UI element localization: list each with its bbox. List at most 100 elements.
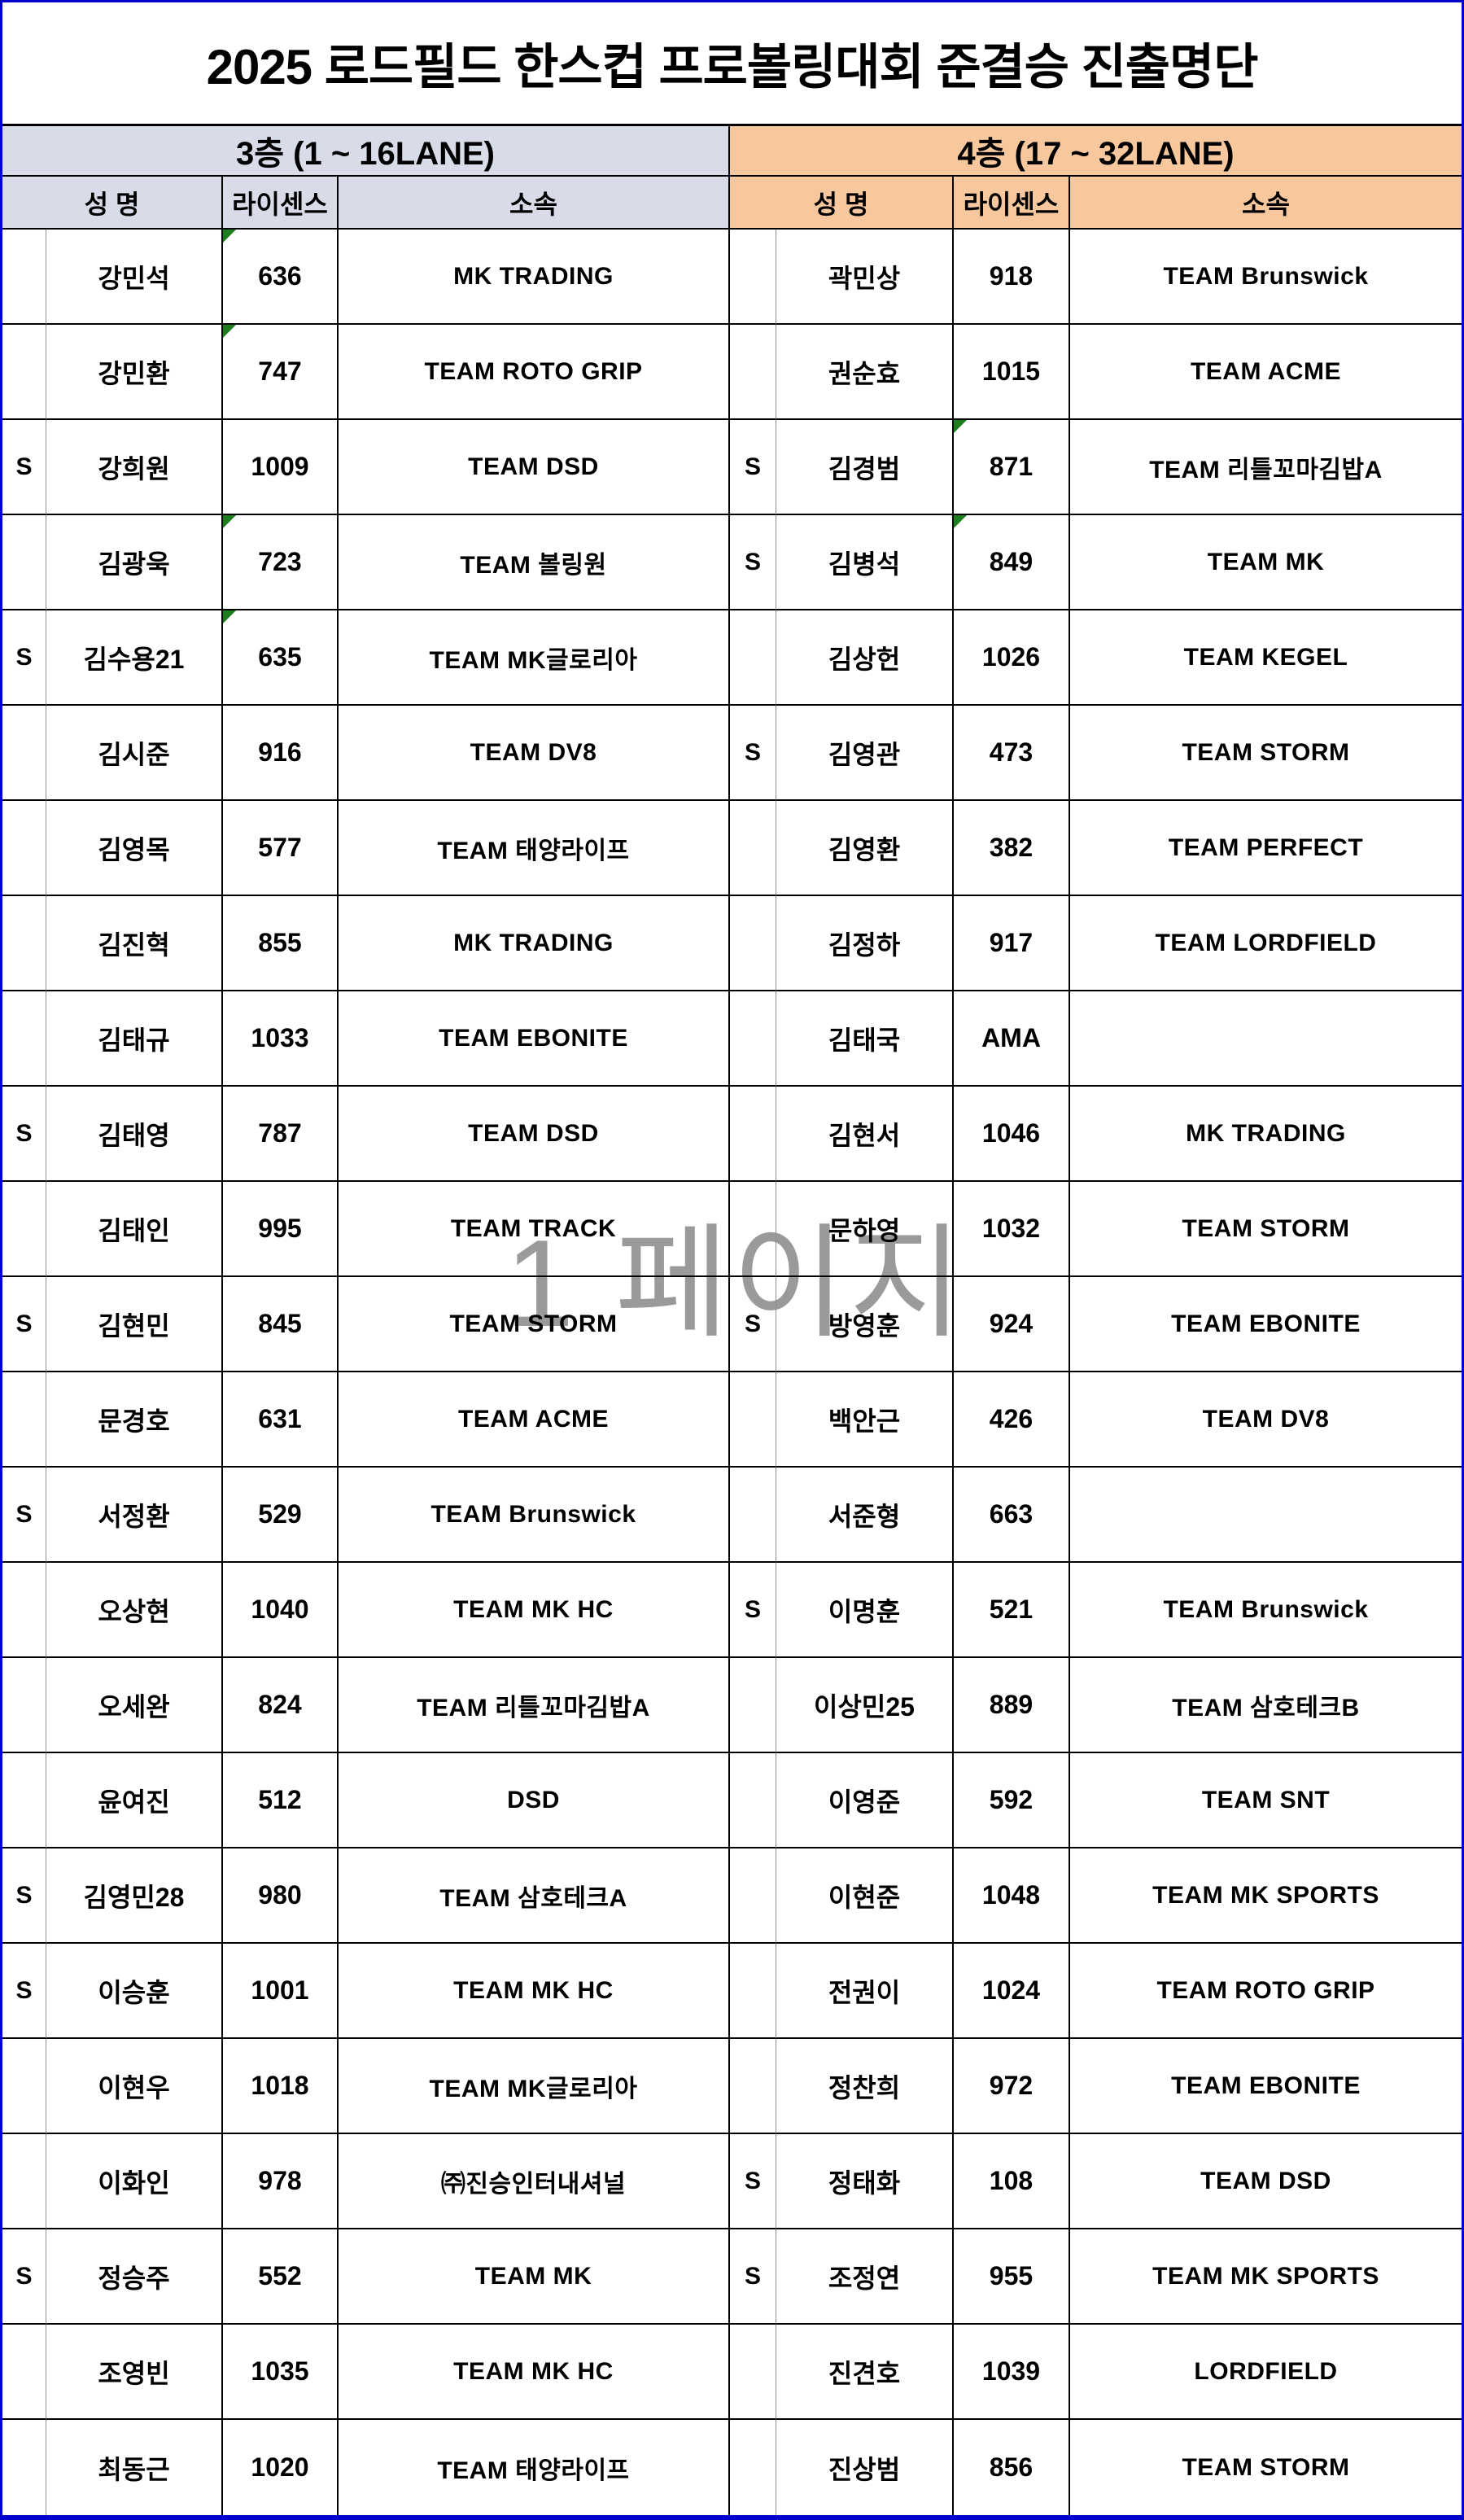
cell-license-number[interactable]: AMA [954, 991, 1070, 1087]
cell-license-number[interactable]: 978 [223, 2134, 339, 2229]
cell-license-number[interactable]: 972 [954, 2039, 1070, 2134]
cell-team[interactable]: TEAM EBONITE [339, 991, 730, 1087]
cell-team[interactable]: TEAM DSD [339, 420, 730, 515]
cell-license-number[interactable]: 1039 [954, 2325, 1070, 2420]
cell-license-number[interactable]: 918 [954, 230, 1070, 325]
cell-license-number[interactable]: 512 [223, 1753, 339, 1848]
cell-license-number[interactable]: 924 [954, 1277, 1070, 1372]
cell-license-number[interactable]: 1032 [954, 1182, 1070, 1277]
cell-player-name[interactable]: 윤여진 [46, 1753, 223, 1848]
cell-s-flag[interactable]: S [730, 420, 776, 515]
cell-player-name[interactable]: 서준형 [776, 1468, 954, 1563]
cell-team[interactable]: LORDFIELD [1070, 2325, 1462, 2420]
cell-s-flag[interactable] [2, 706, 46, 801]
cell-license-number[interactable]: 871 [954, 420, 1070, 515]
cell-team[interactable]: DSD [339, 1753, 730, 1848]
cell-player-name[interactable]: 김태규 [46, 991, 223, 1087]
cell-team[interactable]: TEAM Brunswick [339, 1468, 730, 1563]
cell-license-number[interactable]: 723 [223, 515, 339, 610]
cell-player-name[interactable]: 이승훈 [46, 1944, 223, 2039]
cell-license-number[interactable]: 845 [223, 1277, 339, 1372]
cell-license-number[interactable]: 631 [223, 1372, 339, 1468]
cell-team[interactable]: TEAM ACME [1070, 325, 1462, 420]
cell-s-flag[interactable] [730, 896, 776, 991]
cell-s-flag[interactable] [2, 896, 46, 991]
cell-s-flag[interactable]: S [730, 515, 776, 610]
column-header-license-right[interactable]: 라이센스 [954, 177, 1070, 230]
cell-s-flag[interactable]: S [2, 1944, 46, 2039]
cell-s-flag[interactable]: S [2, 420, 46, 515]
column-header-name-left[interactable]: 성 명 [2, 177, 223, 230]
cell-license-number[interactable]: 1015 [954, 325, 1070, 420]
cell-s-flag[interactable] [2, 2039, 46, 2134]
cell-team[interactable]: TEAM TRACK [339, 1182, 730, 1277]
cell-team[interactable]: TEAM MK [339, 2229, 730, 2325]
cell-s-flag[interactable] [730, 1753, 776, 1848]
cell-s-flag[interactable]: S [2, 1848, 46, 1944]
column-header-name-right[interactable]: 성 명 [730, 177, 954, 230]
cell-player-name[interactable]: 문경호 [46, 1372, 223, 1468]
cell-team[interactable]: TEAM MK HC [339, 1563, 730, 1658]
cell-team[interactable]: TEAM DSD [339, 1087, 730, 1182]
cell-team[interactable]: TEAM KEGEL [1070, 610, 1462, 706]
cell-player-name[interactable]: 김정하 [776, 896, 954, 991]
cell-team[interactable]: TEAM STORM [1182, 2453, 1350, 2481]
cell-player-name[interactable]: 이현우 [46, 2039, 223, 2134]
cell-team[interactable]: TEAM SNT [1070, 1753, 1462, 1848]
cell-team[interactable]: TEAM STORM [339, 1277, 730, 1372]
cell-license-number[interactable]: 577 [223, 801, 339, 896]
cell-s-flag[interactable] [730, 230, 776, 325]
cell-team[interactable]: MK TRADING [1070, 1087, 1462, 1182]
cell-player-name[interactable]: 정태화 [776, 2134, 954, 2229]
cell-player-name[interactable]: 방영훈 [776, 1277, 954, 1372]
cell-s-flag[interactable] [730, 801, 776, 896]
cell-team[interactable]: TEAM EBONITE [1070, 1277, 1462, 1372]
cell-player-name[interactable]: 조정연 [776, 2229, 954, 2325]
cell-player-name[interactable]: 이영준 [776, 1753, 954, 1848]
cell-s-flag[interactable] [730, 1944, 776, 2039]
cell-player-name[interactable]: 김영환 [776, 801, 954, 896]
cell-player-name[interactable]: 김시준 [46, 706, 223, 801]
cell-player-name[interactable]: 김수용21 [46, 610, 223, 706]
cell-team[interactable]: TEAM 태양라이프 [339, 2420, 730, 2515]
cell-team[interactable]: TEAM MK HC [339, 2325, 730, 2420]
cell-s-flag[interactable] [730, 1182, 776, 1277]
cell-s-flag[interactable] [2, 2134, 46, 2229]
cell-team[interactable]: TEAM ROTO GRIP [339, 325, 730, 420]
cell-license-number[interactable]: 1009 [223, 420, 339, 515]
cell-s-flag[interactable] [2, 1372, 46, 1468]
cell-license-number[interactable]: 382 [954, 801, 1070, 896]
cell-team[interactable]: TEAM MK글로리아 [339, 2039, 730, 2134]
cell-s-flag[interactable] [2, 1563, 46, 1658]
cell-license-number[interactable]: 824 [223, 1658, 339, 1753]
cell-s-flag[interactable] [730, 1087, 776, 1182]
cell-team[interactable]: TEAM 리틀꼬마김밥A [339, 1658, 730, 1753]
cell-license-number[interactable]: 529 [223, 1468, 339, 1563]
cell-license-number[interactable]: 787 [223, 1087, 339, 1182]
cell-player-name[interactable]: 김경범 [776, 420, 954, 515]
cell-player-name[interactable]: 조영빈 [46, 2325, 223, 2420]
cell-license-number[interactable]: 473 [954, 706, 1070, 801]
cell-s-flag[interactable] [2, 1658, 46, 1753]
cell-team[interactable]: TEAM PERFECT [1070, 801, 1462, 896]
cell-s-flag[interactable] [730, 2325, 776, 2420]
cell-s-flag[interactable] [2, 515, 46, 610]
cell-s-flag[interactable] [2, 2325, 46, 2420]
cell-player-name[interactable]: 김상헌 [776, 610, 954, 706]
cell-player-name[interactable]: 백안근 [776, 1372, 954, 1468]
cell-player-name[interactable]: 김영목 [46, 801, 223, 896]
cell-player-name[interactable]: 김현서 [776, 1087, 954, 1182]
cell-license-number[interactable]: 856 [954, 2420, 1070, 2515]
cell-player-name[interactable]: 이화인 [46, 2134, 223, 2229]
cell-team[interactable]: TEAM 리틀꼬마김밥A [1070, 420, 1462, 515]
cell-license-number[interactable]: 955 [954, 2229, 1070, 2325]
cell-license-number[interactable]: 916 [223, 706, 339, 801]
cell-s-flag[interactable] [2, 2420, 46, 2515]
cell-s-flag[interactable] [730, 991, 776, 1087]
cell-license-number[interactable]: 552 [223, 2229, 339, 2325]
cell-team[interactable]: TEAM MK SPORTS [1070, 1848, 1462, 1944]
cell-team[interactable]: TEAM EBONITE [1070, 2039, 1462, 2134]
cell-team[interactable]: TEAM ROTO GRIP [1070, 1944, 1462, 2039]
cell-player-name[interactable]: 전권이 [776, 1944, 954, 2039]
cell-player-name[interactable]: 김영민28 [46, 1848, 223, 1944]
